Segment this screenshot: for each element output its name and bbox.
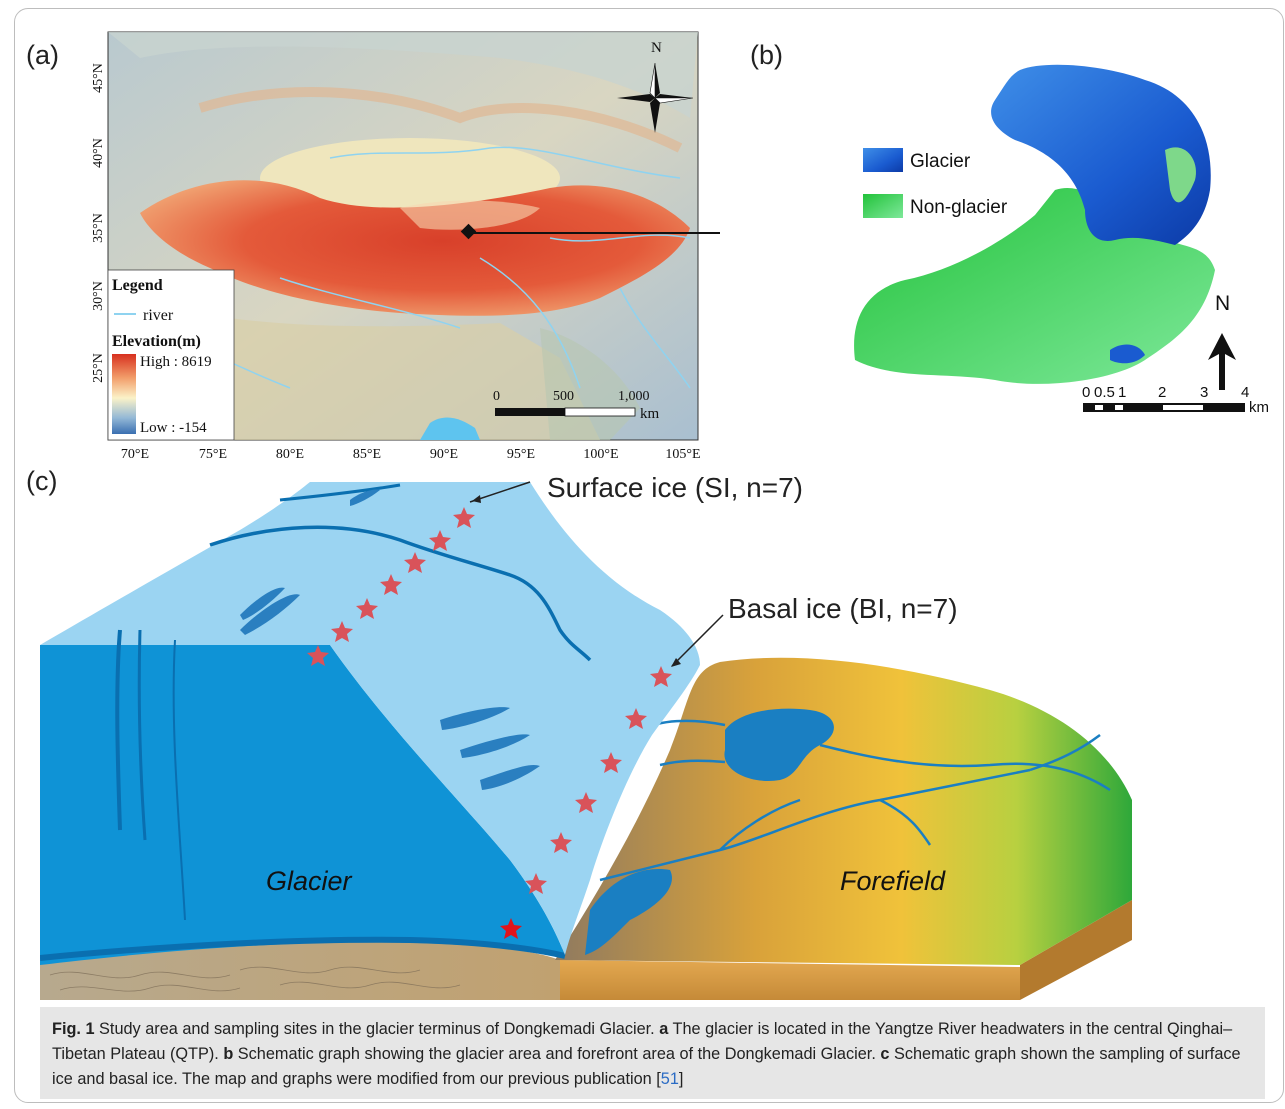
figure-caption: Fig. 1 Study area and sampling sites in … bbox=[40, 1007, 1265, 1099]
caption-b: b bbox=[223, 1045, 234, 1063]
caption-text: The glacier is located in the Yangtze Ri… bbox=[52, 1020, 1233, 1063]
reference-link[interactable]: 51 bbox=[660, 1070, 679, 1088]
sampling-star bbox=[650, 666, 672, 687]
caption-c: c bbox=[880, 1045, 890, 1063]
caption-text: Schematic graph shown the sampling of su… bbox=[52, 1045, 1241, 1088]
legend-title: Legend bbox=[112, 277, 163, 294]
panel-c-schematic: Surface ice (SI, n=7) Basal ice (BI, n=7… bbox=[40, 472, 1132, 1000]
forefield-surface bbox=[555, 657, 1132, 965]
scale-b-tick: 1 bbox=[1118, 384, 1126, 401]
caption-a: a bbox=[659, 1020, 669, 1038]
glacier-surface bbox=[40, 482, 700, 955]
figure-frame bbox=[14, 8, 1284, 1103]
scale-a-unit: km bbox=[640, 406, 660, 422]
legend-non-glacier: Non-glacier bbox=[910, 197, 1008, 218]
forefield-side bbox=[1020, 900, 1132, 1000]
sampling-star bbox=[525, 873, 547, 894]
panel-a-label: (a) bbox=[26, 40, 59, 70]
lon-tick: 105°E bbox=[665, 447, 700, 462]
glacier-label: Glacier bbox=[266, 866, 353, 896]
study-site-marker bbox=[460, 223, 477, 240]
scale-b-unit: km bbox=[1249, 399, 1269, 416]
sampling-star bbox=[307, 645, 329, 666]
panel-b-label: (b) bbox=[750, 40, 783, 70]
lon-tick: 95°E bbox=[507, 447, 535, 462]
scale-b-tick: 3 bbox=[1200, 384, 1208, 401]
legend-nonglacier-swatch bbox=[863, 194, 903, 218]
sampling-star bbox=[380, 574, 402, 595]
lon-tick: 90°E bbox=[430, 447, 458, 462]
forefield-label: Forefield bbox=[840, 866, 946, 896]
proglacial-lake bbox=[724, 708, 834, 781]
legend-elev-title: Elevation(m) bbox=[112, 333, 201, 350]
glacier-front bbox=[40, 645, 565, 965]
glacier-area bbox=[991, 64, 1211, 245]
caption-text: Study area and sampling sites in the gla… bbox=[94, 1020, 660, 1038]
surface-ice-label: Surface ice (SI, n=7) bbox=[547, 472, 803, 503]
scale-b-tick: 4 bbox=[1241, 384, 1249, 401]
scale-a-500: 500 bbox=[553, 389, 574, 404]
panel-c-label: (c) bbox=[26, 466, 58, 496]
scale-b-tick: 0 bbox=[1082, 384, 1090, 401]
scale-a-1000: 1,000 bbox=[618, 389, 650, 404]
lat-tick: 30°N bbox=[91, 281, 106, 311]
north-arrow-a bbox=[617, 62, 694, 133]
legend-high: High : 8619 bbox=[140, 354, 212, 370]
scale-b-tick: 0.5 bbox=[1094, 384, 1115, 401]
scale-a-0: 0 bbox=[493, 389, 500, 404]
lon-tick: 100°E bbox=[583, 447, 618, 462]
sampling-star-terminus bbox=[500, 918, 522, 939]
sampling-star bbox=[331, 621, 353, 642]
tibetan-plateau bbox=[140, 180, 690, 316]
legend-low: Low : -154 bbox=[140, 420, 207, 436]
lat-tick: 40°N bbox=[91, 138, 106, 168]
lon-tick: 85°E bbox=[353, 447, 381, 462]
panel-b-map: Glacier Non-glacier N 0 0.5 1 2 3 4 km bbox=[854, 64, 1269, 416]
sampling-star bbox=[429, 530, 451, 551]
scale-b-tick: 2 bbox=[1158, 384, 1166, 401]
lat-tick: 45°N bbox=[91, 63, 106, 93]
north-arrow-b bbox=[1208, 333, 1236, 390]
sampling-star bbox=[550, 832, 572, 853]
bay-of-bengal bbox=[420, 417, 480, 440]
sampling-star bbox=[575, 792, 597, 813]
elevation-colorbar bbox=[112, 354, 136, 434]
caption-text: ] bbox=[678, 1070, 684, 1088]
north-label-b: N bbox=[1215, 292, 1230, 315]
basal-ice-sites bbox=[500, 666, 672, 939]
panel-a-map: N Legend river Elevation(m) High : 8619 … bbox=[91, 31, 720, 462]
basal-ice-label: Basal ice (BI, n=7) bbox=[728, 593, 958, 624]
caption-text: Schematic graph showing the glacier area… bbox=[233, 1045, 881, 1063]
lon-tick: 75°E bbox=[199, 447, 227, 462]
north-label-a: N bbox=[651, 40, 662, 56]
caption-fig-label: Fig. 1 bbox=[52, 1020, 95, 1038]
legend-glacier-swatch bbox=[863, 148, 903, 172]
sampling-star bbox=[453, 507, 475, 528]
lat-tick: 35°N bbox=[91, 213, 106, 243]
lon-tick: 80°E bbox=[276, 447, 304, 462]
lon-tick: 70°E bbox=[121, 447, 149, 462]
sampling-star bbox=[404, 552, 426, 573]
lat-tick: 25°N bbox=[91, 353, 106, 383]
sampling-star bbox=[356, 598, 378, 619]
sampling-star bbox=[625, 708, 647, 729]
legend-glacier: Glacier bbox=[910, 151, 971, 172]
scale-bar-a bbox=[495, 408, 565, 416]
surface-ice-sites bbox=[307, 507, 475, 666]
legend-river: river bbox=[143, 307, 174, 324]
sampling-star bbox=[600, 752, 622, 773]
